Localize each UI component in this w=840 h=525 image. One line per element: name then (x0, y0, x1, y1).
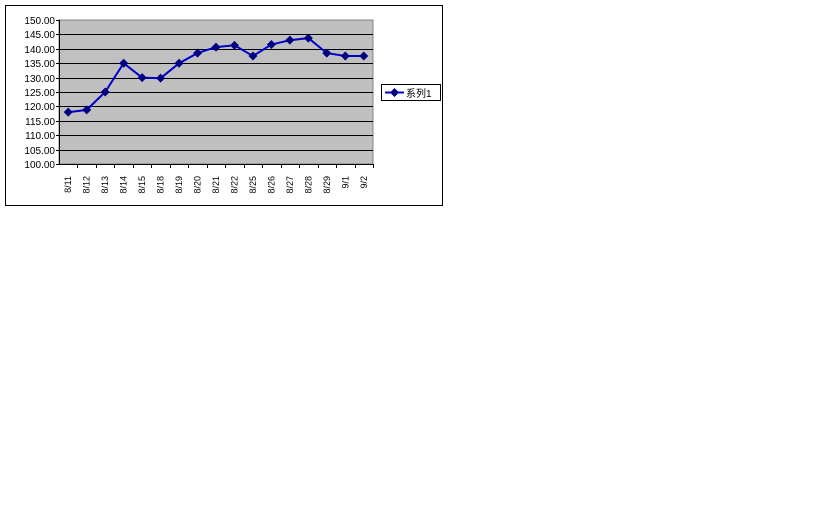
gridlines (59, 34, 373, 151)
data-point (211, 42, 221, 52)
legend-marker-icon (390, 88, 399, 97)
y-tick-label: 145.00 (24, 30, 55, 41)
data-point (303, 33, 313, 43)
data-point (156, 73, 166, 83)
x-tick-label: 8/27 (285, 176, 295, 194)
x-tick-label: 9/1 (340, 176, 350, 189)
legend-label: 系列1 (406, 87, 432, 100)
series (63, 33, 369, 117)
x-tick-label: 8/15 (137, 176, 147, 194)
y-tick-label: 150.00 (24, 16, 55, 27)
data-point (119, 58, 129, 68)
data-point (285, 35, 295, 45)
x-tick-label: 8/21 (211, 176, 221, 194)
x-tick-label: 8/19 (174, 176, 184, 194)
x-tick-label: 8/29 (322, 176, 332, 194)
x-tick-label: 8/14 (119, 176, 129, 194)
data-point (82, 105, 92, 115)
data-point (193, 48, 203, 58)
x-tick-label: 9/2 (359, 176, 369, 189)
data-point (359, 51, 369, 61)
x-tick-label: 8/12 (82, 176, 92, 194)
data-point (248, 51, 258, 61)
x-tick-label: 8/18 (156, 176, 166, 194)
y-tick-label: 120.00 (24, 102, 55, 113)
data-point (322, 48, 332, 58)
x-tick-label: 8/22 (229, 176, 239, 194)
x-tick-label: 8/25 (248, 176, 258, 194)
y-axis: 100.00 105.00 110.00 115.00 120.00 125.00 130.… (24, 16, 60, 171)
y-tick-label: 140.00 (24, 45, 55, 56)
y-tick-label: 115.00 (25, 117, 55, 128)
x-tick-label: 8/13 (100, 176, 110, 194)
legend: 系列1 (381, 84, 441, 101)
data-point (340, 51, 350, 61)
y-tick-label: 110.00 (25, 131, 55, 142)
data-point (63, 107, 73, 117)
y-tick-label: 125.00 (24, 88, 55, 99)
x-axis: 8/11 8/12 8/13 8/14 8/15 8/18 8/19 8/20 8/21 8/22… (59, 164, 374, 194)
x-tick-label: 8/28 (303, 176, 313, 194)
data-point (100, 87, 110, 97)
x-tick-label: 8/20 (193, 176, 203, 194)
y-tick-label: 105.00 (24, 146, 55, 157)
y-tick-label: 135.00 (24, 59, 55, 70)
y-tick-label: 130.00 (24, 74, 55, 85)
data-point (137, 73, 147, 83)
data-point (174, 58, 184, 68)
x-tick-label: 8/26 (266, 176, 276, 194)
data-point (266, 39, 276, 49)
x-tick-label: 8/11 (63, 176, 73, 193)
data-point (229, 40, 239, 50)
y-tick-label: 100.00 (24, 160, 55, 171)
